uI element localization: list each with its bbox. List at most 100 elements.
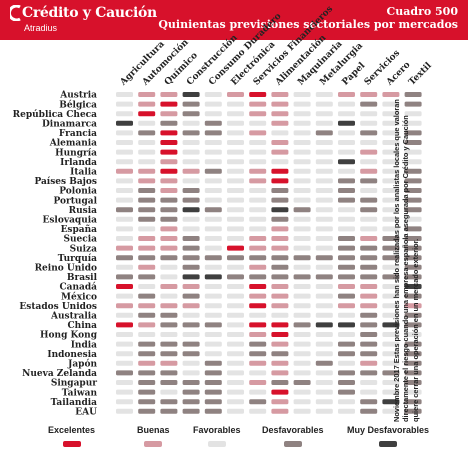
heatmap-cell [404, 264, 422, 270]
figure-number: Cuadro 500 [386, 5, 459, 18]
heatmap-cell [116, 312, 133, 318]
heatmap-cell [382, 312, 400, 318]
heatmap-cell [382, 159, 400, 165]
heatmap-cell [293, 370, 311, 376]
heatmap-cell [160, 303, 178, 309]
heatmap-cell [249, 216, 267, 222]
heatmap-cell [249, 389, 267, 395]
heatmap-cell [160, 332, 178, 337]
heatmap-cell [249, 236, 267, 241]
heatmap-cell [182, 293, 200, 299]
heatmap-cell [227, 92, 244, 97]
row-label: Dinamarca [42, 120, 97, 130]
heatmap-chart: AgriculturaAutomociónQuímicoConstrucción… [13, 4, 435, 417]
heatmap-cell [204, 360, 222, 366]
heatmap-cell [382, 284, 400, 289]
heatmap-cell [249, 159, 267, 165]
heatmap-cell [315, 322, 333, 328]
heatmap-cell [249, 293, 267, 299]
legend-swatch [63, 441, 81, 447]
heatmap-cell [249, 303, 267, 309]
heatmap-cell [227, 322, 244, 328]
heatmap-cell [382, 207, 400, 213]
heatmap-cell [182, 264, 200, 270]
heatmap-cell [116, 389, 133, 395]
heatmap-cell [160, 341, 178, 347]
row-label: China [67, 321, 97, 331]
heatmap-cell [182, 351, 200, 357]
heatmap-cell [182, 101, 200, 107]
heatmap-cell [360, 341, 378, 347]
heatmap-cell [360, 197, 378, 203]
heatmap-cell [182, 370, 200, 376]
heatmap-cell [204, 293, 222, 299]
heatmap-cell [360, 120, 378, 126]
heatmap-cell [382, 178, 400, 184]
heatmap-cell [293, 408, 311, 414]
heatmap-cell [271, 236, 289, 241]
heatmap-cell [227, 197, 244, 203]
heatmap-cell [293, 111, 311, 117]
heatmap-cell [382, 389, 400, 395]
heatmap-cell [338, 130, 355, 136]
heatmap-cell [138, 322, 156, 328]
heatmap-cell [204, 207, 222, 213]
heatmap-cell [227, 408, 244, 414]
heatmap-cell [116, 159, 133, 165]
heatmap-cell [249, 322, 267, 328]
heatmap-cell [293, 332, 311, 337]
heatmap-cell [204, 408, 222, 414]
heatmap-cell [160, 264, 178, 270]
heatmap-cell [271, 188, 289, 193]
brand-name: Crédito y Caución [22, 5, 157, 21]
heatmap-cell [138, 207, 156, 213]
heatmap-cell [404, 101, 422, 107]
heatmap-cell [382, 245, 400, 251]
heatmap-cell [360, 255, 378, 261]
row-label: Reino Unido [35, 264, 97, 274]
heatmap-cell [227, 245, 244, 251]
heatmap-cell [315, 370, 333, 376]
heatmap-cell [116, 274, 133, 280]
heatmap-cell [315, 188, 333, 193]
heatmap-cell [404, 130, 422, 136]
heatmap-cell [182, 178, 200, 184]
heatmap-cell [293, 207, 311, 213]
heatmap-cell [138, 255, 156, 261]
heatmap-cell [338, 178, 355, 184]
heatmap-cell [382, 293, 400, 299]
heatmap-cell [338, 303, 355, 309]
heatmap-cell [360, 312, 378, 318]
heatmap-cell [382, 188, 400, 193]
heatmap-cell [182, 341, 200, 347]
heatmap-cell [382, 332, 400, 337]
legend: Excelentes Buenas Favorables Desfavorables M… [0, 425, 468, 465]
heatmap-cell [160, 399, 178, 405]
legend-label: Buenas [137, 425, 170, 435]
heatmap-cell [338, 245, 355, 251]
legend-label: Muy Desfavorables [347, 425, 430, 435]
heatmap-cell [382, 274, 400, 280]
heatmap-cell [204, 120, 222, 126]
heatmap-cell [204, 274, 222, 280]
heatmap-cell [271, 245, 289, 251]
heatmap-cell [271, 284, 289, 289]
heatmap-cell [293, 226, 311, 232]
heatmap-cell [249, 101, 267, 107]
heatmap-cell [227, 216, 244, 222]
heatmap-cell [160, 389, 178, 395]
heatmap-cell [160, 207, 178, 213]
heatmap-cell [382, 399, 400, 405]
heatmap-cell [271, 149, 289, 155]
heatmap-cell [138, 236, 156, 241]
heatmap-cell [360, 101, 378, 107]
heatmap-cell [204, 245, 222, 251]
heatmap-cell [160, 216, 178, 222]
heatmap-cell [338, 92, 355, 97]
heatmap-cell [249, 274, 267, 280]
heatmap-cell [271, 312, 289, 318]
heatmap-cell [315, 264, 333, 270]
row-label: Irlanda [60, 158, 97, 168]
heatmap-cell [249, 111, 267, 117]
heatmap-cell [404, 399, 422, 405]
